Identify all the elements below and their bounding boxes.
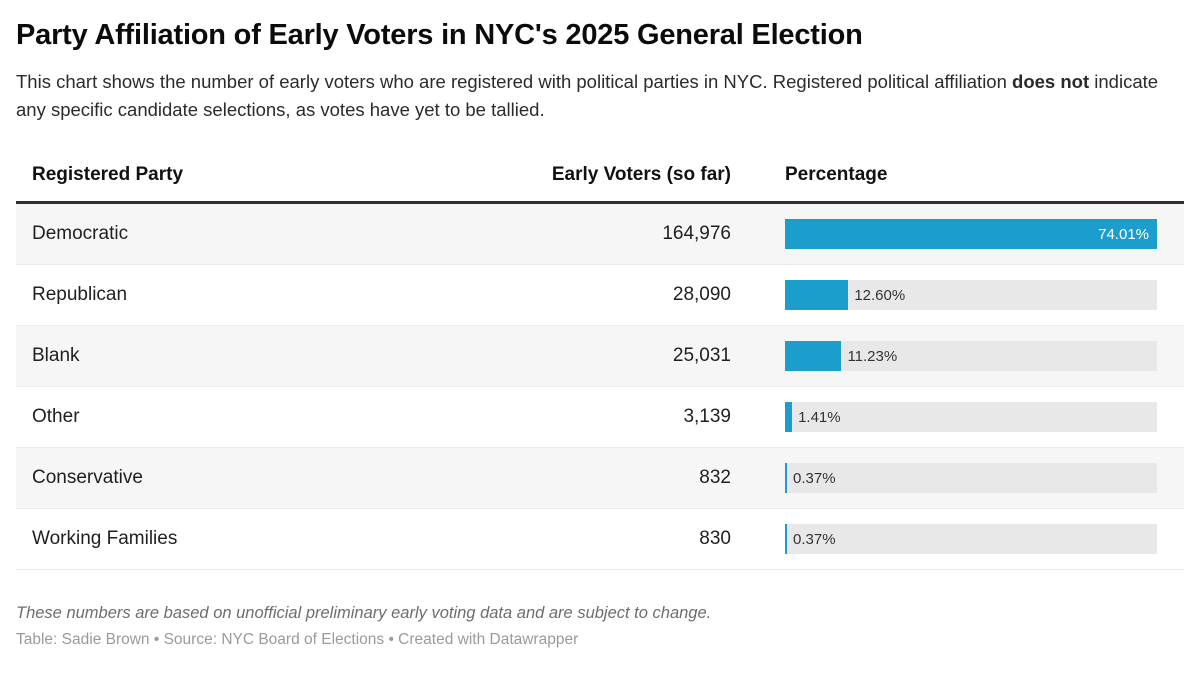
percentage-label: 74.01%	[1098, 225, 1149, 243]
column-header-registered-party: Registered Party	[32, 164, 184, 186]
table-row-democratic: Democratic 164,976 74.01%	[16, 204, 1184, 266]
column-header-percentage: Percentage	[785, 164, 888, 186]
chart-description: This chart shows the number of early vot…	[16, 68, 1184, 124]
description-part1: This chart shows the number of early vot…	[16, 70, 1013, 92]
party-label: Republican	[32, 284, 128, 306]
footnote: These numbers are based on unofficial pr…	[16, 604, 712, 623]
party-label: Blank	[32, 345, 80, 367]
chart-container: Party Affiliation of Early Voters in NYC…	[16, 19, 1184, 649]
percentage-bar	[785, 402, 793, 433]
table-row-conservative: Conservative 832 0.37%	[16, 448, 1184, 510]
bar-track: 0.37%	[785, 524, 1157, 555]
table-row-working-families: Working Families 830 0.37%	[16, 509, 1184, 571]
description-bold: does not	[1012, 70, 1090, 92]
table-row-blank: Blank 25,031 11.23%	[16, 326, 1184, 388]
percentage-bar	[785, 280, 849, 311]
percentage-bar	[785, 341, 842, 372]
percentage-label: 12.60%	[854, 286, 906, 304]
voters-value: 164,976	[662, 223, 731, 245]
percentage-label: 0.37%	[793, 530, 836, 548]
voters-value: 25,031	[672, 345, 731, 367]
bar-track: 12.60%	[785, 280, 1157, 311]
party-label: Working Families	[32, 528, 178, 550]
percentage-bar	[785, 524, 787, 555]
party-label: Democratic	[32, 223, 129, 245]
bar-track: 11.23%	[785, 341, 1157, 372]
percentage-label: 0.37%	[793, 469, 836, 487]
party-affiliation-table: Registered Party Early Voters (so far) P…	[16, 164, 1184, 571]
page-title: Party Affiliation of Early Voters in NYC…	[16, 19, 863, 51]
percentage-label: 11.23%	[847, 347, 898, 365]
table-row-republican: Republican 28,090 12.60%	[16, 265, 1184, 327]
percentage-bar	[785, 463, 787, 494]
percentage-label: 1.41%	[798, 408, 841, 426]
party-label: Conservative	[32, 467, 143, 489]
voters-value: 832	[699, 467, 731, 489]
table-header-row: Registered Party Early Voters (so far) P…	[16, 164, 1184, 205]
bar-track: 74.01%	[785, 219, 1157, 250]
table-row-other: Other 3,139 1.41%	[16, 387, 1184, 449]
voters-value: 830	[699, 528, 731, 550]
description-part2: indicate any specific candidate selectio…	[16, 70, 1159, 120]
bar-track: 0.37%	[785, 463, 1157, 494]
credits-line: Table: Sadie Brown • Source: NYC Board o…	[16, 631, 579, 649]
column-header-early-voters: Early Voters (so far)	[551, 164, 731, 186]
voters-value: 3,139	[683, 406, 731, 428]
percentage-bar: 74.01%	[785, 219, 1157, 250]
party-label: Other	[32, 406, 80, 428]
bar-track: 1.41%	[785, 402, 1157, 433]
voters-value: 28,090	[672, 284, 731, 306]
